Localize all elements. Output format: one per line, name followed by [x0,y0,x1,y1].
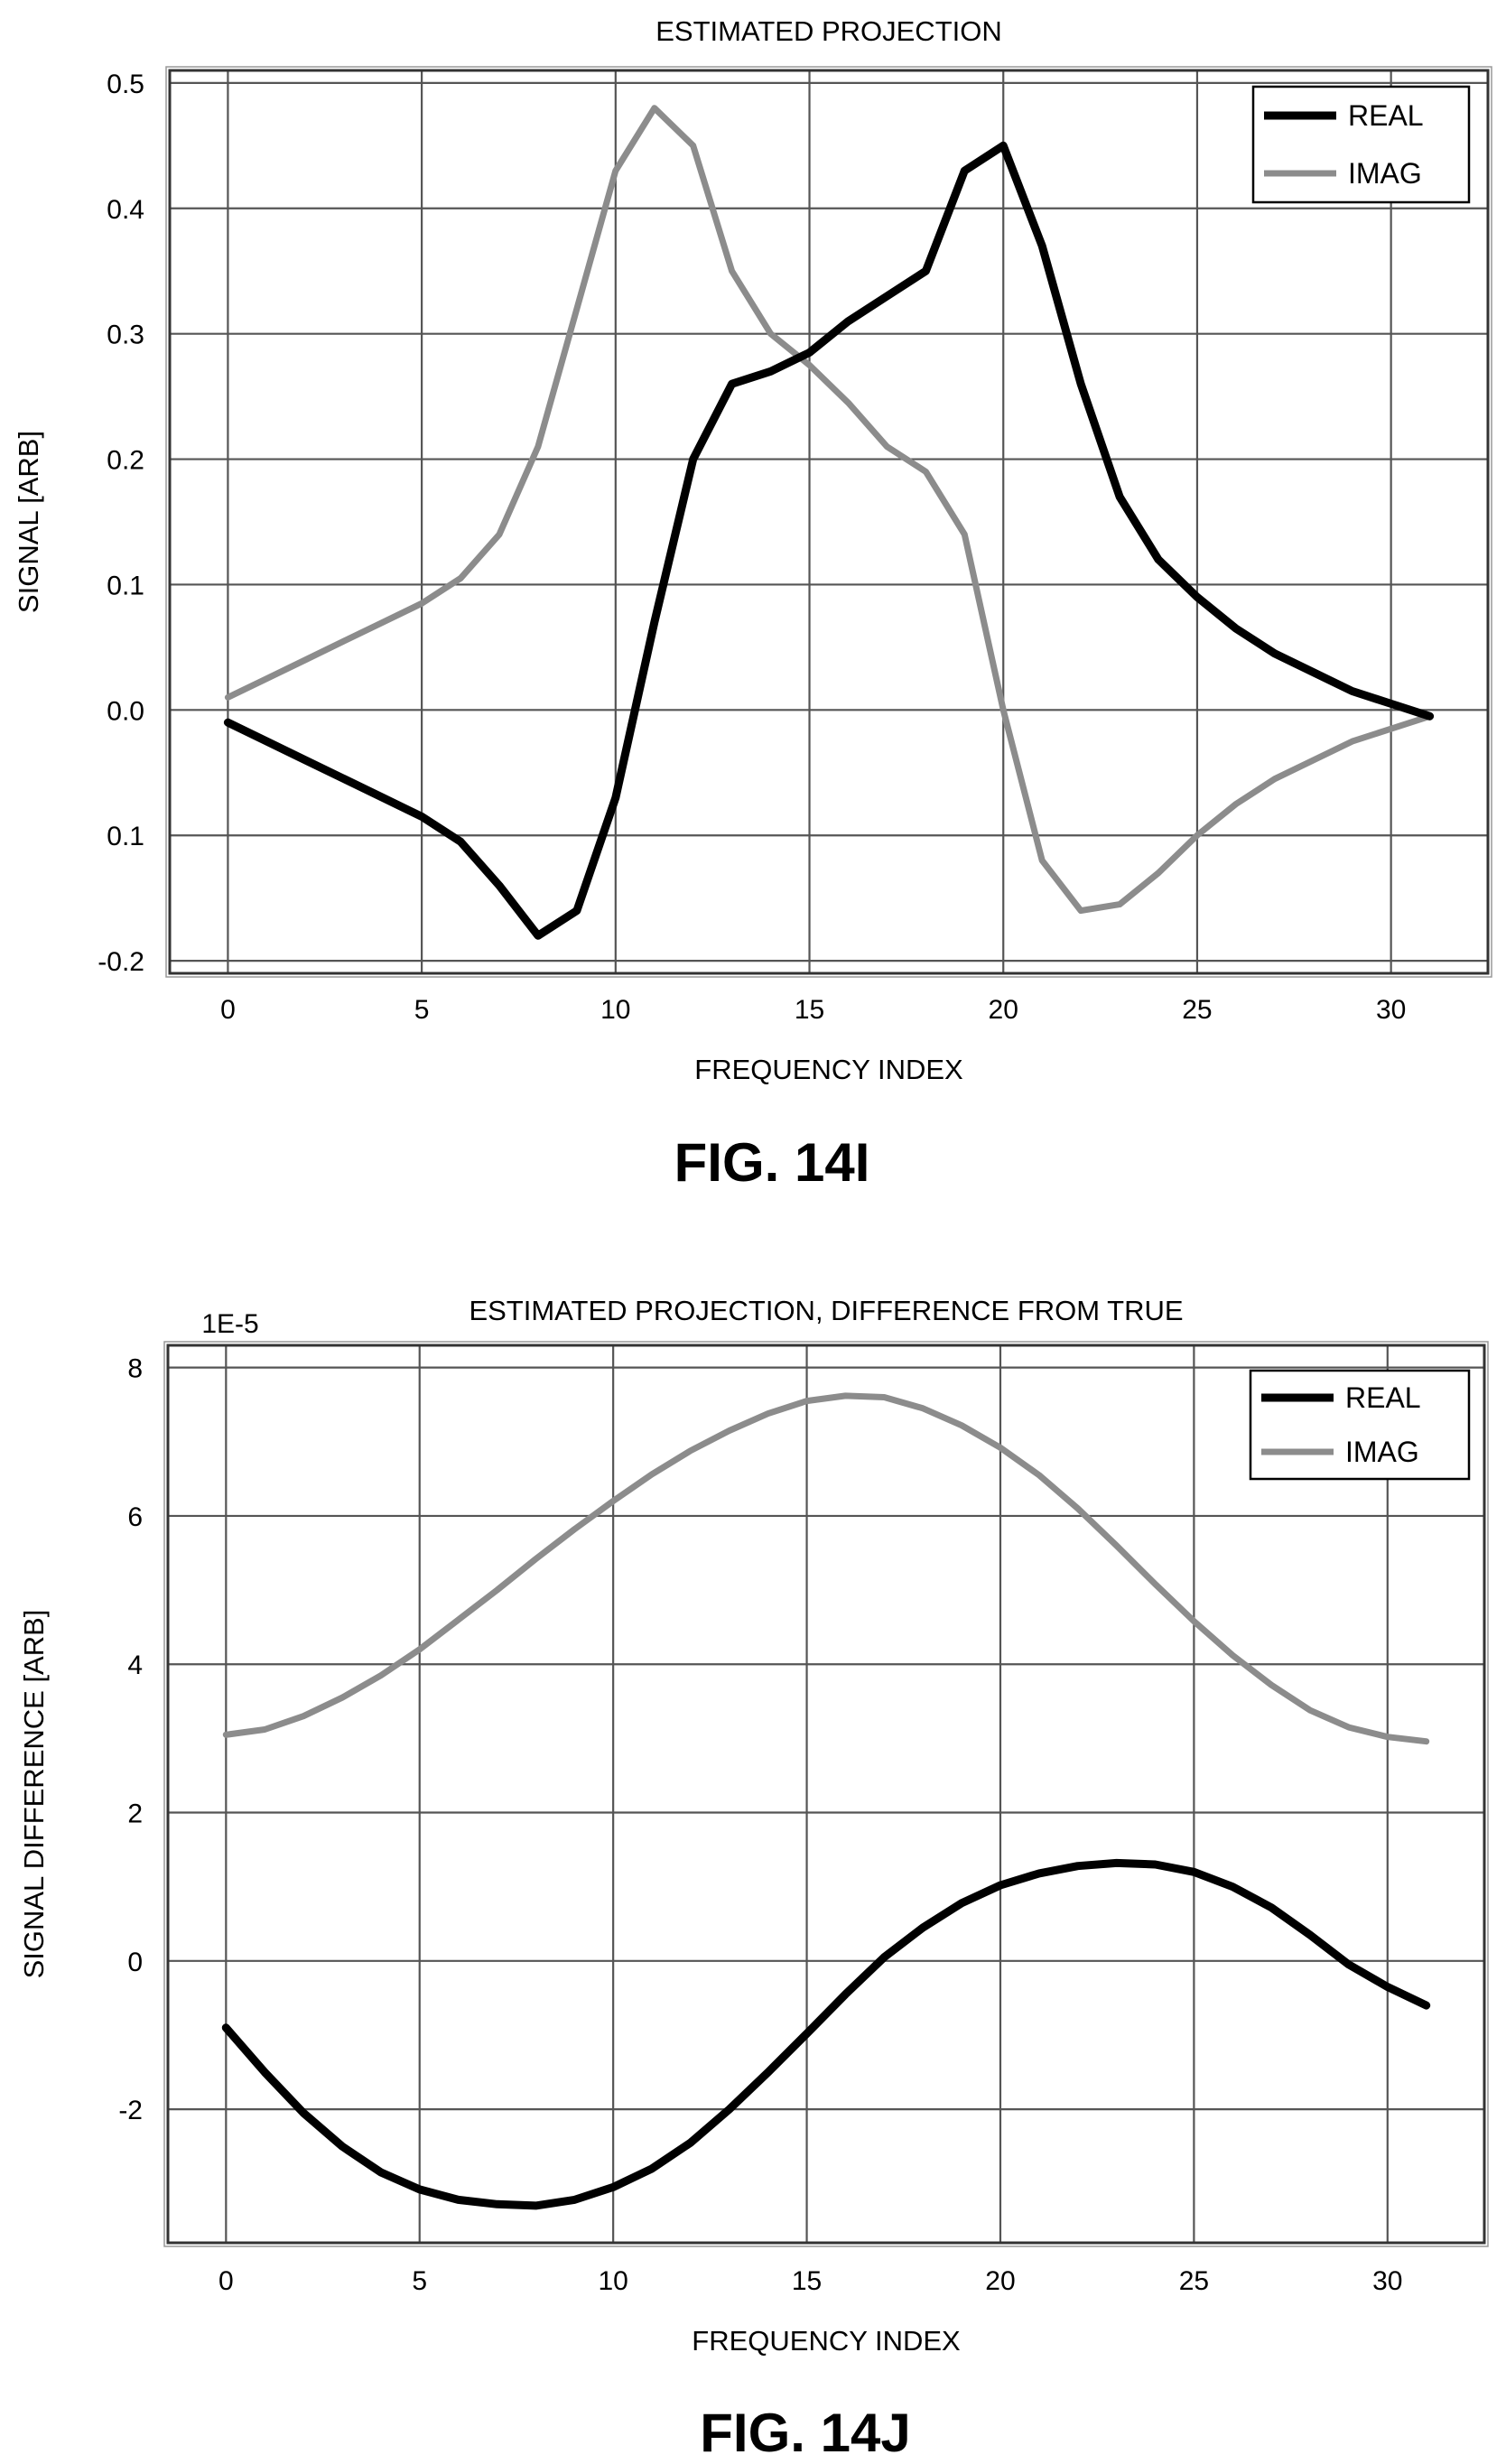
x-axis-label: FREQUENCY INDEX [692,2325,961,2357]
figure-label: FIG. 14J [700,2403,910,2463]
series-line-real [223,141,1435,940]
x-tick-label: 0 [218,2266,234,2296]
x-tick-label: 15 [792,2266,822,2296]
y-tick-label: -0.2 [98,947,144,977]
x-tick-label: 10 [600,995,630,1025]
plot-frame [168,69,1490,975]
legend-label-real: REAL [1345,1381,1421,1414]
legend-box [1251,85,1471,204]
legend-label-real: REAL [1348,99,1424,132]
y-tick-label: 6 [127,1502,143,1532]
legend-label-imag: IMAG [1348,157,1422,190]
y-scale-label: 1E-5 [201,1309,258,1339]
series-line-real [221,1858,1431,2210]
y-tick-label: 0.1 [107,822,144,851]
y-axis-label: SIGNAL DIFFERENCE [ARB] [18,1610,50,1979]
x-tick-label: 15 [795,995,824,1025]
y-tick-label: 0.4 [107,195,144,225]
plot-frame-outer [165,66,1492,978]
legend-box [1249,1369,1471,1481]
x-tick-label: 30 [1376,995,1406,1025]
chart-14i: 0 5 10 15 20 25 30 0.5 0.4 0.3 0.2 0.1 0.0 0.1 -0.2 EST… [13,15,1492,1193]
plot-frame [166,1344,1486,2245]
x-tick-label: 10 [598,2266,628,2296]
y-tick-label: 2 [127,1799,143,1829]
x-tick-label: 0 [220,995,236,1025]
x-tick-label: 20 [985,2266,1015,2296]
figure-label: FIG. 14I [674,1132,870,1193]
y-tick-label: 0.5 [107,70,144,99]
legend-label-imag: IMAG [1345,1436,1419,1468]
series-line-imag [222,1392,1430,1745]
x-tick-label: 25 [1182,995,1212,1025]
y-tick-label: 8 [127,1354,143,1384]
x-tick-label: 5 [414,995,430,1025]
x-tick-label: 30 [1372,2266,1402,2296]
chart-title: ESTIMATED PROJECTION, DIFFERENCE FROM TR… [469,1295,1183,1326]
x-tick-label: 25 [1179,2266,1209,2296]
y-axis-label: SIGNAL [ARB] [13,431,44,613]
y-tick-label: 0.2 [107,446,144,476]
y-tick-label: 0.3 [107,321,144,350]
plot-frame-outer [163,1341,1489,2247]
x-tick-label: 20 [989,995,1018,1025]
chart-title: ESTIMATED PROJECTION [655,15,1002,47]
y-tick-label: 4 [127,1650,143,1680]
y-tick-label: -2 [118,2096,143,2125]
x-axis-label: FREQUENCY INDEX [694,1054,963,1085]
y-tick-label: 0.1 [107,571,144,600]
y-tick-label: 0.0 [107,696,144,726]
series-line-imag [224,105,1434,915]
y-tick-label: 0 [127,1948,143,1977]
x-tick-label: 5 [412,2266,427,2296]
